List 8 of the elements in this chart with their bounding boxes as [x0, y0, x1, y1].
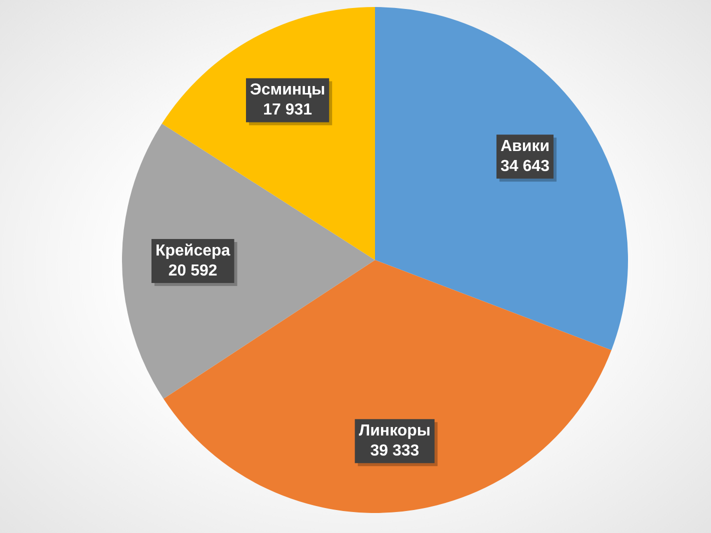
data-label: 39 333	[370, 442, 420, 460]
data-label: 17 931	[263, 102, 312, 119]
slice-label: Крейсера	[155, 242, 230, 260]
data-label: 20 592	[168, 262, 218, 280]
slice-label: Линкоры	[358, 422, 431, 440]
slice-label: Авики	[500, 138, 550, 156]
slice-label: Эсминцы	[250, 82, 326, 99]
data-label: 34 643	[500, 158, 550, 176]
